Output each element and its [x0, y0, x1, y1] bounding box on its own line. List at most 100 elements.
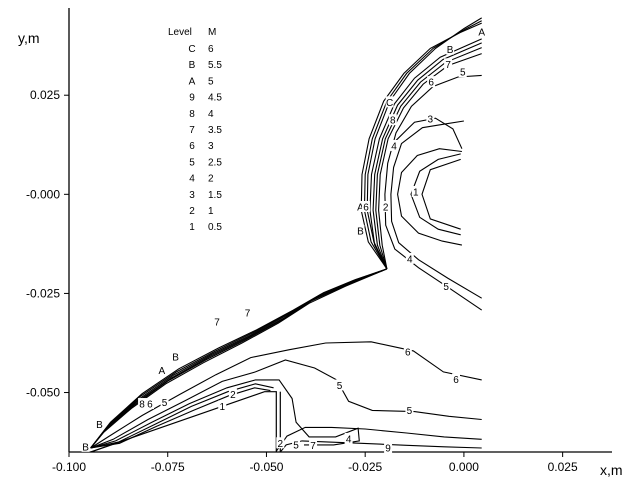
contour-label-bg-22 — [335, 379, 344, 391]
contour-line-9-3 — [369, 38, 482, 270]
contour-lines — [90, 17, 483, 453]
contour-line-B-14 — [90, 268, 388, 449]
contour-label-22: 5 — [337, 381, 343, 392]
legend-rows: C 6 B 5.5 A 5 9 4.5 8 4 7 3.5 6 3 5 2.5 4 2 3 1.5 2 1 1 0.5 — [188, 44, 222, 233]
legend-level-0: C — [188, 44, 195, 55]
contour-label-11: 2 — [383, 203, 389, 214]
contour-line-8-4 — [372, 42, 482, 270]
x-tick-label-1: -0.075 — [151, 460, 185, 474]
legend-value-10: 1 — [208, 206, 214, 217]
contour-label-25: 8 — [139, 400, 145, 411]
contour-label-7: 3 — [428, 115, 434, 126]
contour-line-2-10 — [397, 148, 463, 246]
contour-label-5: C — [386, 98, 393, 109]
contour-label-15: 5 — [443, 282, 449, 293]
contour-label-bg-6 — [388, 114, 397, 126]
legend-value-3: 4.5 — [208, 93, 222, 104]
contour-label-1: B — [447, 45, 454, 56]
legend-value-8: 2 — [208, 174, 214, 185]
contour-label-4: 6 — [428, 78, 434, 89]
legend-value-5: 3.5 — [208, 125, 222, 136]
contour-label-bg-0 — [477, 25, 486, 37]
legend-value-0: 6 — [208, 44, 214, 55]
contour-label-12: 1 — [413, 187, 419, 198]
contour-label-9: A — [357, 203, 364, 214]
contour-line-A-2 — [360, 22, 482, 270]
contour-label-bg-19 — [157, 364, 166, 376]
contour-label-33: 7 — [310, 441, 316, 452]
contour-label-32: 5 — [293, 440, 299, 451]
contour-line-8-17 — [90, 268, 388, 449]
contour-label-bg-27 — [228, 388, 237, 400]
contour-label-17: 7 — [245, 308, 251, 319]
contour-line-7-18 — [90, 268, 388, 449]
y-axis-title: y,m — [18, 30, 40, 46]
contour-label-19: A — [158, 366, 165, 377]
contour-label-bg-13 — [356, 224, 365, 236]
contour-label-bg-34 — [344, 432, 353, 444]
contour-label-bg-1 — [446, 43, 455, 55]
legend-header-value: M — [208, 27, 216, 38]
contour-label-bg-4 — [427, 76, 436, 88]
legend-value-9: 1.5 — [208, 190, 222, 201]
contour-label-bg-23 — [405, 404, 414, 416]
contour-line-B-1 — [363, 20, 482, 270]
x-tick-label-5: 0.025 — [548, 460, 578, 474]
legend-level-1: B — [189, 60, 196, 71]
contour-label-bg-24 — [160, 396, 169, 408]
contour-label-bg-2 — [444, 58, 453, 70]
contour-line-1-11 — [410, 153, 461, 236]
x-tick-label-0: -0.100 — [52, 460, 86, 474]
contour-label-20: 6 — [405, 348, 411, 359]
level-legend: Level M C 6 B 5.5 A 5 9 4.5 8 4 7 3.5 6 3 5 2.5 4 2 3 1.5 2 1… — [168, 27, 222, 233]
contour-line-6-6 — [378, 53, 482, 270]
x-axis-title: x,m — [600, 462, 623, 478]
contour-label-bg-10 — [361, 201, 370, 213]
legend-value-4: 4 — [208, 109, 214, 120]
contour-label-26: 6 — [147, 400, 153, 411]
contour-label-8: 4 — [391, 141, 397, 152]
axes: y,m x,m — [18, 8, 623, 478]
legend-level-9: 3 — [189, 190, 195, 201]
x-ticks: -0.100 -0.075 -0.050 -0.025 0.000 0.025 — [52, 452, 578, 474]
contour-line-6-19 — [90, 341, 482, 449]
contour-label-14: 4 — [407, 254, 413, 265]
contour-label-bg-16 — [213, 315, 222, 327]
y-ticks: 0.025 -0.000 -0.025 -0.050 — [26, 88, 69, 400]
legend-value-1: 5.5 — [208, 60, 222, 71]
legend-level-11: 1 — [189, 222, 195, 233]
contour-label-0: A — [478, 27, 485, 38]
legend-level-10: 2 — [189, 206, 195, 217]
contour-label-bg-25 — [138, 398, 147, 410]
contour-line-1-25 — [90, 387, 271, 449]
contour-label-35: 9 — [385, 444, 391, 455]
contour-label-34: 4 — [346, 434, 352, 445]
legend-value-6: 3 — [208, 141, 214, 152]
legend-level-5: 7 — [189, 125, 195, 136]
y-tick-label-2: -0.025 — [26, 286, 60, 300]
contour-label-3: 5 — [460, 68, 466, 79]
y-tick-label-3: -0.050 — [26, 386, 60, 400]
contour-line-3-23 — [90, 379, 360, 449]
contour-line-A-15 — [90, 268, 388, 449]
contour-label-13: B — [357, 226, 364, 237]
contour-label-bg-8 — [390, 139, 399, 151]
contour-label-27: 2 — [230, 390, 236, 401]
contour-label-31: 2 — [277, 439, 283, 450]
legend-level-3: 9 — [189, 93, 195, 104]
contour-label-bg-7 — [426, 113, 435, 124]
contour-label-bg-33 — [309, 439, 318, 451]
contour-line-3-9 — [393, 117, 463, 149]
y-tick-label-1: -0.000 — [26, 187, 60, 201]
contour-label-bg-21 — [452, 373, 461, 385]
contour-label-21: 6 — [453, 375, 459, 386]
body-outline-0 — [90, 391, 277, 453]
contour-label-bg-29 — [95, 418, 104, 430]
contour-label-bg-17 — [243, 306, 252, 318]
contour-label-bg-5 — [385, 96, 394, 108]
contour-line-5-21 — [275, 426, 482, 452]
contour-line-7-5 — [375, 47, 482, 270]
